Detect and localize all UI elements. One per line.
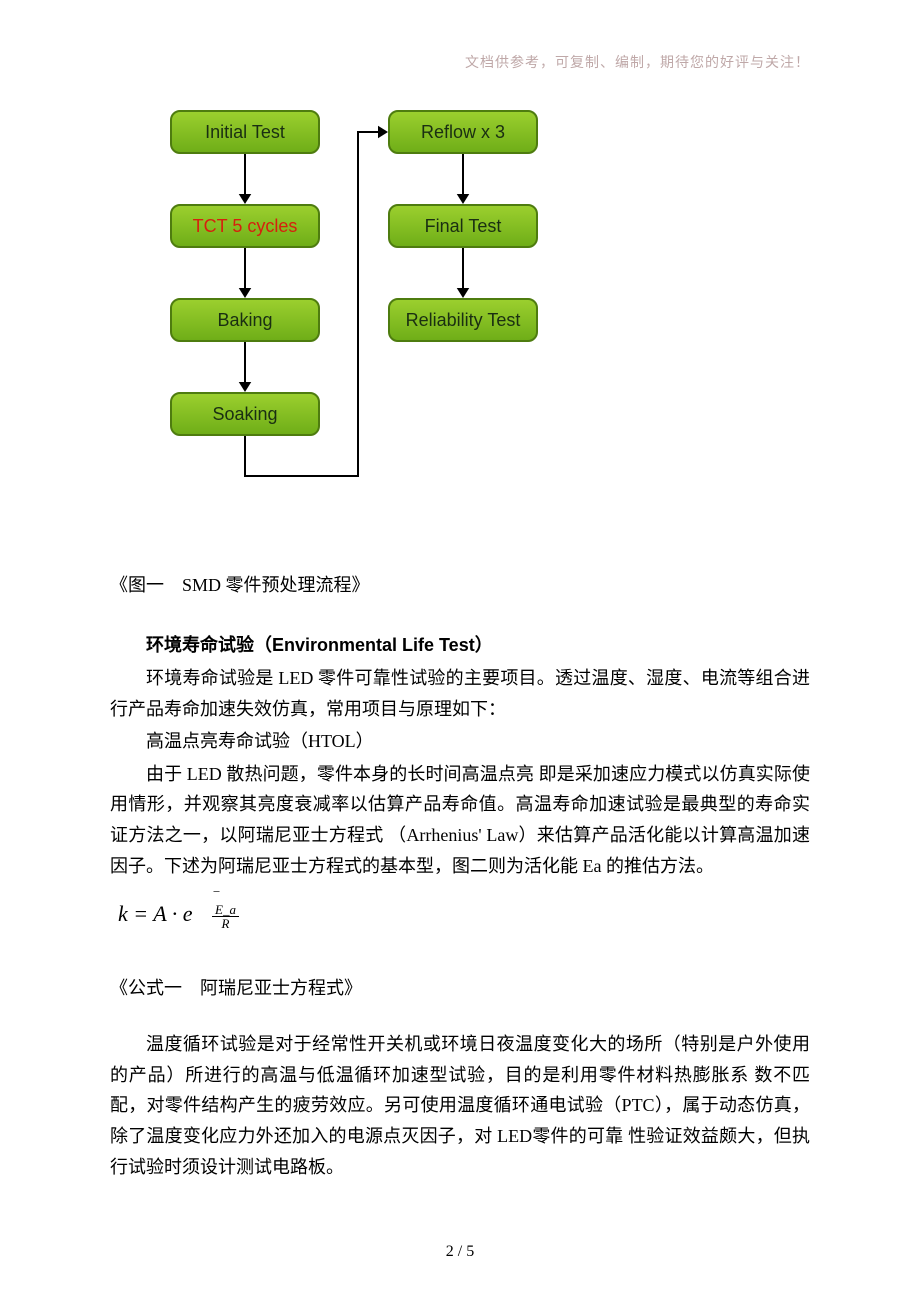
header-note: 文档供参考，可复制、编制，期待您的好评与关注！: [110, 52, 810, 76]
formula-base: k = A · e: [118, 901, 193, 926]
formula-exp-den: R: [212, 917, 239, 930]
figure-caption-1: 《图一 SMD 零件预处理流程》: [110, 570, 810, 601]
section-title: 环境寿命试验（Environmental Life Test）: [146, 635, 493, 655]
formula-caption: 《公式一 阿瑞尼亚士方程式》: [110, 973, 810, 1004]
flow-node-n1: Initial Test: [170, 110, 320, 154]
flow-node-n2: TCT 5 cycles: [170, 204, 320, 248]
flow-node-n7: Reliability Test: [388, 298, 538, 342]
flow-node-n3: Baking: [170, 298, 320, 342]
formula-exponent: −E_aR: [212, 881, 239, 930]
page: 文档供参考，可复制、编制，期待您的好评与关注！ Initial Test TCT …: [0, 0, 920, 1305]
paragraph-1: 环境寿命试验是 LED 零件可靠性试验的主要项目。透过温度、湿度、电流等组合进行…: [110, 663, 810, 724]
paragraph-3: 由于 LED 散热问题，零件本身的长时间高温点亮 即是采加速应力模式以仿真实际使…: [110, 759, 810, 881]
paragraph-4: 温度循环试验是对于经常性开关机或环境日夜温度变化大的场所（特别是户外使用的产品）…: [110, 1029, 810, 1182]
flowchart: Initial Test TCT 5 cycles Baking Soaking Ref…: [130, 110, 570, 542]
paragraph-2: 高温点亮寿命试验（HTOL）: [110, 726, 810, 757]
formula-block: k = A · e −E_aR: [118, 895, 810, 932]
arrhenius-formula: k = A · e −E_aR: [118, 895, 233, 932]
page-footer: 2 / 5: [110, 1238, 810, 1265]
flow-node-n4: Soaking: [170, 392, 320, 436]
flow-node-n6: Final Test: [388, 204, 538, 248]
flow-node-n5: Reflow x 3: [388, 110, 538, 154]
formula-exp-num: E_a: [212, 903, 239, 917]
section-heading-line: 环境寿命试验（Environmental Life Test）: [110, 630, 810, 661]
